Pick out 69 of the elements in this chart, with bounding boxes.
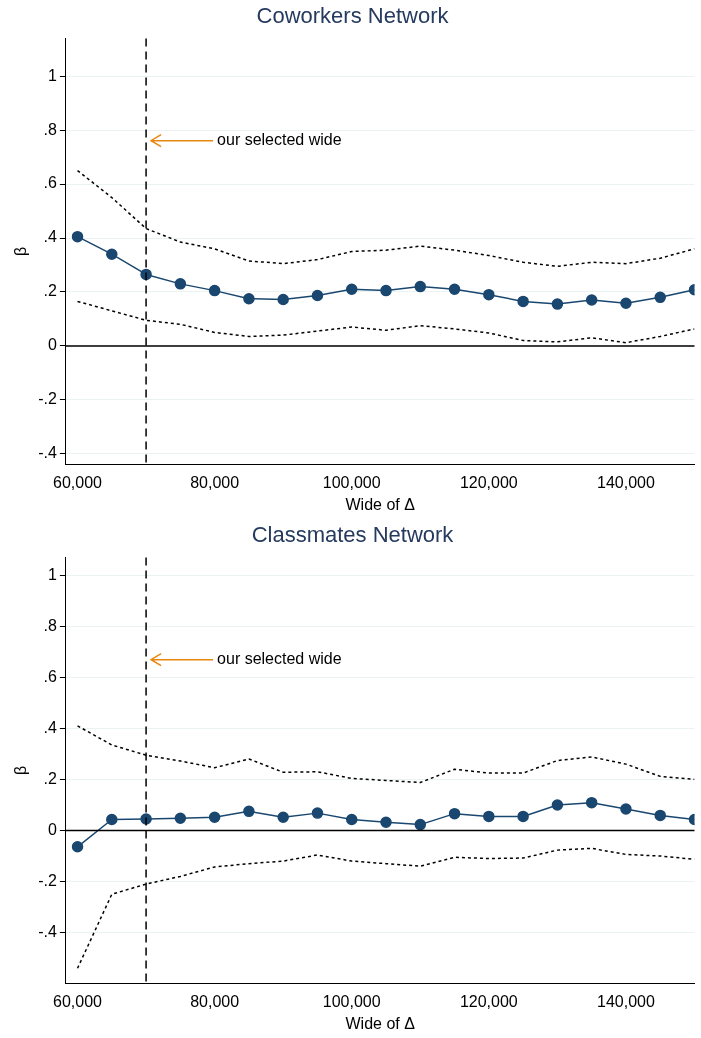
- y-tick-label: .8: [43, 120, 57, 138]
- point: [71, 841, 84, 853]
- point: [277, 293, 289, 306]
- y-tick-label: .4: [43, 228, 57, 246]
- y-tick-label: 0: [47, 820, 57, 838]
- point: [414, 818, 427, 831]
- point: [517, 295, 529, 308]
- y-tick-label: .8: [43, 616, 57, 634]
- point: [71, 230, 84, 243]
- x-tick-label: 100,000: [322, 473, 381, 491]
- chart-title: Coworkers Network: [256, 3, 450, 29]
- x-tick-label: 140,000: [597, 992, 655, 1010]
- point: [448, 283, 461, 296]
- point: [414, 280, 427, 293]
- y-tick-label: 1: [47, 66, 57, 84]
- y-tick-label: -.4: [38, 922, 57, 940]
- point: [551, 799, 564, 811]
- point: [106, 813, 118, 826]
- x-tick-label: 80,000: [190, 992, 240, 1010]
- y-tick-label: .2: [43, 769, 57, 787]
- point: [345, 813, 358, 826]
- point: [448, 807, 461, 820]
- x-tick-label: 60,000: [53, 473, 103, 491]
- y-tick-label: .6: [43, 667, 57, 685]
- point: [208, 811, 221, 823]
- y-tick-label: .2: [43, 282, 57, 300]
- x-tick-label: 80,000: [190, 473, 240, 491]
- x-tick-label: 120,000: [459, 473, 518, 491]
- ref-line-label: our selected wide: [217, 131, 342, 149]
- point: [585, 294, 598, 306]
- point: [345, 283, 358, 296]
- point: [380, 816, 392, 829]
- point: [106, 248, 118, 260]
- point: [654, 291, 666, 304]
- point: [585, 796, 598, 809]
- point: [277, 811, 289, 823]
- y-axis-title: β: [12, 246, 30, 257]
- y-tick-label: .4: [43, 718, 57, 736]
- point: [174, 812, 187, 824]
- y-tick-label: .6: [43, 174, 57, 192]
- y-tick-label: -.4: [38, 444, 57, 462]
- point: [243, 805, 255, 818]
- point: [620, 803, 632, 815]
- point: [243, 292, 255, 305]
- point: [517, 810, 529, 823]
- point: [483, 810, 495, 823]
- point: [620, 297, 632, 310]
- point: [174, 278, 187, 290]
- point: [208, 284, 221, 297]
- point: [654, 809, 666, 822]
- x-tick-label: 100,000: [322, 992, 381, 1010]
- point: [483, 288, 495, 301]
- point: [311, 807, 324, 819]
- line-series: [76, 300, 695, 344]
- x-axis-title: Wide of Δ: [345, 495, 416, 513]
- y-tick-label: -.2: [38, 871, 57, 889]
- x-axis-title: Wide of Δ: [345, 1014, 416, 1032]
- point: [380, 284, 392, 297]
- x-tick-label: 140,000: [597, 473, 655, 491]
- ref-line-label: our selected wide: [217, 650, 342, 668]
- x-tick-label: 120,000: [459, 992, 518, 1010]
- y-tick-label: 0: [47, 336, 57, 354]
- x-tick-label: 60,000: [53, 992, 103, 1010]
- y-tick-label: 1: [47, 565, 57, 583]
- chart-title: Classmates Network: [251, 522, 455, 548]
- y-axis-title: β: [12, 765, 30, 776]
- point: [311, 289, 324, 302]
- point: [551, 298, 564, 310]
- y-tick-label: -.2: [38, 390, 57, 408]
